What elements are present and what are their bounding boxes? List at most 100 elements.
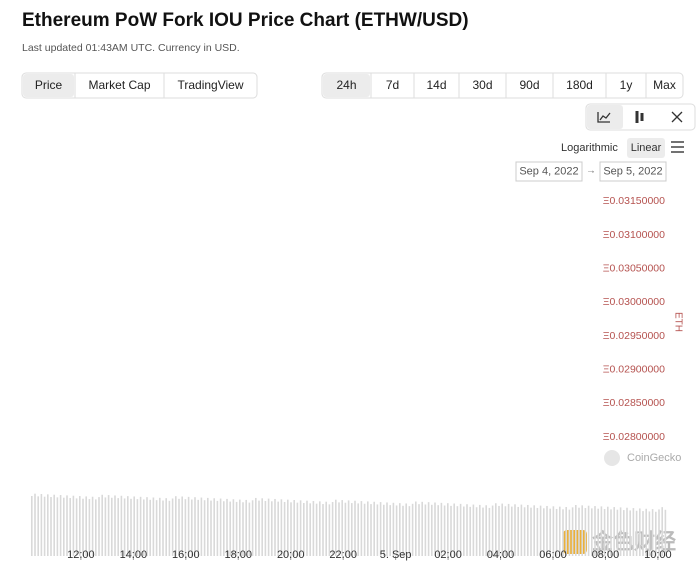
volume-bar-decor [72,495,75,556]
volume-bar-decor [415,501,417,556]
volume-bar-decor [168,500,171,556]
volume-bar-decor [303,503,305,556]
range-button-selected[interactable] [323,74,370,97]
linear-button[interactable] [627,138,665,158]
volume-bar-decor [248,502,251,556]
volume-bar-decor [623,510,625,556]
range-button[interactable]: 1y [620,78,633,92]
volume-bar-decor [351,503,353,556]
range-button[interactable]: 24h [336,78,356,92]
volume-bar-decor [539,505,542,556]
volume-bar-decor [639,508,641,556]
volume-bar-decor [466,504,468,556]
volume-bar-decor [395,505,398,556]
volume-bar-decor [440,502,443,556]
volume-bar-decor [405,503,407,556]
chart-watermark: CoinGecko [627,452,681,464]
volume-bar-decor [479,504,481,556]
volume-bar-decor [123,498,126,556]
volume-bar-decor [341,500,343,556]
tab[interactable]: Market Cap [88,78,150,92]
volume-bar-decor [331,502,334,556]
x-tick-label: 02:00 [434,549,462,561]
volume-bar-decor [450,505,452,556]
volume-bar-decor [360,501,363,556]
x-tick-label: 20:00 [277,549,305,561]
volume-bar-decor [376,504,379,556]
volume-bar-decor [216,500,219,556]
tab[interactable]: TradingView [177,78,243,92]
range-button[interactable]: 180d [566,78,593,92]
range-button[interactable]: 7d [386,78,399,92]
volume-bar-decor [47,494,49,556]
volume-bar-decor [536,507,539,556]
volume-bar-decor [475,507,478,556]
volume-bar-decor [136,499,139,556]
x-tick-label: 18:00 [224,549,252,561]
volume-bar-decor [271,501,273,556]
volume-bar-decor [559,506,561,556]
volume-bar-decor [527,504,529,556]
volume-bar-decor [251,500,254,556]
volume-bar-decor [610,509,612,556]
volume-bar-decor [664,509,667,556]
volume-bar-decor [616,509,619,556]
volume-bar-decor [555,508,558,556]
volume-bar-decor [584,508,587,556]
volume-bar-decor [459,503,462,556]
volume-bar-decor [159,497,161,556]
log-option[interactable]: Logarithmic [561,142,618,154]
menu-icon[interactable] [671,141,684,153]
volume-bar-decor [130,498,132,556]
x-tick-label: 08:00 [592,549,620,561]
volume-bar-decor [200,497,203,556]
volume-bar-decor [232,499,235,556]
x-tick-label: 12:00 [67,549,95,561]
volume-bar-decor [498,505,500,556]
volume-bar-decor [309,503,311,556]
y-axis-label: ETH [672,312,683,332]
y-tick-label: Ξ0.03100000 [603,229,665,241]
volume-bar-decor [546,505,548,556]
tab[interactable]: Price [35,78,63,92]
volume-bar-decor [287,499,289,556]
linear-option[interactable]: Linear [631,142,662,154]
volume-bar-decor [59,495,62,556]
volume-bar-decor [434,502,436,556]
range-button[interactable]: 30d [472,78,492,92]
expand-icon[interactable] [671,111,683,123]
tab-selected[interactable] [23,74,74,97]
volume-bar-decor [485,505,487,556]
volume-bar-decor [280,499,283,556]
range-button[interactable]: 14d [426,78,446,92]
volume-bar-decor [367,501,369,556]
x-tick-label: 14:00 [120,549,148,561]
volume-bar-decor [117,498,119,556]
date-to-box[interactable] [599,161,667,182]
volume-bar-decor [469,506,471,556]
volume-bar-decor [443,505,446,556]
volume-bar-decor [495,503,497,556]
volume-bar-decor [587,505,590,556]
volume-bar-decor [104,497,107,556]
volume-bar-decor [194,497,196,556]
date-to[interactable]: Sep 5, 2022 [603,165,662,177]
range-button[interactable]: 90d [519,78,539,92]
y-tick-label: Ξ0.03150000 [603,195,665,207]
volume-bar-decor [213,498,215,556]
volume-bar-decor [107,495,110,556]
volume-bar-decor [111,497,113,556]
date-from-box[interactable] [515,161,583,182]
x-tick-label: 10:00 [644,549,672,561]
date-from[interactable]: Sep 4, 2022 [519,165,578,177]
volume-bar-decor [354,500,356,556]
range-button[interactable]: Max [653,78,676,92]
volume-bar-decor [312,501,315,556]
volume-bar-decor [261,498,263,556]
volume-bar-decor [75,498,78,556]
date-arrow: → [586,166,596,177]
candle-icon[interactable] [635,111,644,123]
volume-bar-decor [581,505,583,556]
y-tick-label: Ξ0.03050000 [603,263,665,275]
volume-bar-decor [613,507,615,556]
